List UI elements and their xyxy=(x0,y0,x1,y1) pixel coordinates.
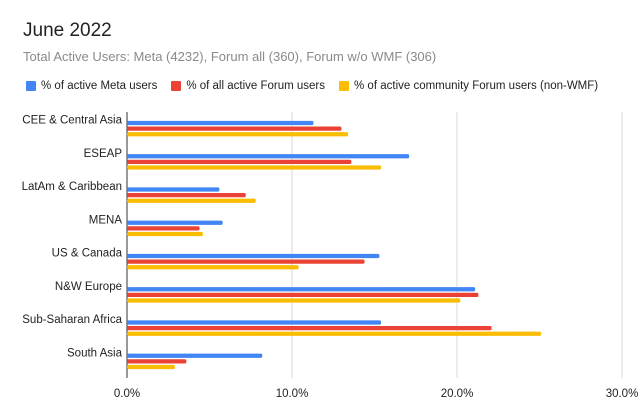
legend-label: % of all active Forum users xyxy=(186,80,326,92)
bar xyxy=(127,165,382,170)
bar xyxy=(127,331,542,336)
chart-subtitle: Total Active Users: Meta (4232), Forum a… xyxy=(23,49,437,64)
bar xyxy=(127,253,380,259)
bar xyxy=(127,287,476,292)
category-label: CEE & Central Asia xyxy=(22,115,122,127)
legend-item: % of active community Forum users (non-W… xyxy=(339,80,598,92)
x-tick-label: 10.0% xyxy=(276,388,309,400)
chart-title: June 2022 xyxy=(23,20,112,41)
x-tick-label: 0.0% xyxy=(114,388,140,400)
category-label: Sub-Saharan Africa xyxy=(22,314,122,326)
bar xyxy=(127,353,263,358)
category-label: South Asia xyxy=(67,347,123,359)
legend-label: % of active Meta users xyxy=(41,80,158,92)
bar xyxy=(127,292,479,297)
legend-swatch xyxy=(26,81,36,91)
bar xyxy=(127,259,365,264)
bar xyxy=(127,159,352,164)
category-label: ESEAP xyxy=(84,148,123,160)
bar xyxy=(127,187,220,192)
bar xyxy=(127,364,175,370)
x-tick-label: 20.0% xyxy=(441,388,474,400)
bar xyxy=(127,132,349,137)
category-label: N&W Europe xyxy=(55,281,122,293)
bar xyxy=(127,193,246,198)
bar xyxy=(127,198,256,203)
bar xyxy=(127,231,203,237)
legend-item: % of all active Forum users xyxy=(171,80,325,92)
category-label: MENA xyxy=(89,214,123,226)
bar xyxy=(127,326,492,331)
bar xyxy=(127,154,410,159)
legend-item: % of active Meta users xyxy=(26,80,157,92)
bar xyxy=(127,320,382,325)
bar xyxy=(127,359,187,364)
category-label: US & Canada xyxy=(52,248,123,260)
legend: % of active Meta users % of all active Fo… xyxy=(26,80,598,92)
legend-label: % of active community Forum users (non-W… xyxy=(354,80,599,92)
bar xyxy=(127,265,299,270)
x-tick-label: 30.0% xyxy=(606,388,639,400)
legend-swatch xyxy=(339,81,350,91)
bar xyxy=(127,120,314,126)
bar xyxy=(127,226,200,231)
legend-swatch xyxy=(171,81,182,91)
category-label: LatAm & Caribbean xyxy=(22,181,122,193)
bar xyxy=(127,298,461,303)
bar xyxy=(127,126,342,131)
bar xyxy=(127,220,223,225)
